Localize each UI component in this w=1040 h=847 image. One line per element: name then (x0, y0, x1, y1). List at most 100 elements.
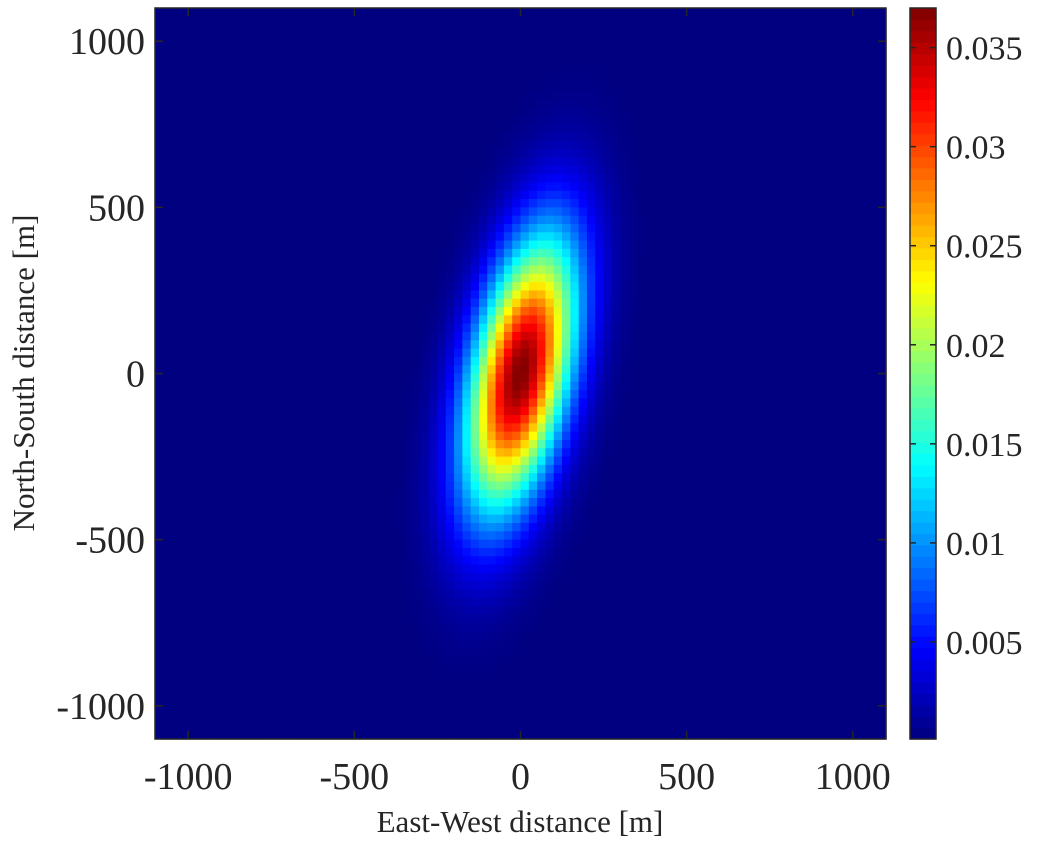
heatmap-cell (404, 49, 414, 59)
heatmap-cell (329, 523, 339, 532)
heatmap-cell (545, 473, 555, 483)
heatmap-cell (478, 531, 488, 541)
heatmap-cell (296, 572, 306, 582)
heatmap-cell (537, 597, 547, 607)
heatmap-cell (595, 257, 605, 267)
heatmap-cell (520, 697, 530, 707)
heatmap-cell (387, 174, 397, 184)
heatmap-cell (445, 340, 455, 350)
heatmap-cell (387, 597, 397, 607)
heatmap-cell (404, 16, 414, 26)
heatmap-cell (462, 473, 472, 483)
heatmap-cell (553, 323, 563, 333)
heatmap-cell (528, 74, 538, 84)
heatmap-cell (321, 356, 331, 366)
heatmap-cell (412, 639, 422, 649)
heatmap-cell (395, 606, 405, 615)
heatmap-cell (337, 49, 347, 59)
heatmap-cell (395, 149, 405, 159)
heatmap-cell (370, 331, 380, 341)
heatmap-cell (155, 307, 164, 316)
heatmap-cell (578, 257, 588, 267)
heatmap-cell (545, 647, 555, 657)
heatmap-cell (445, 473, 455, 483)
heatmap-cell (321, 8, 331, 17)
heatmap-cell (512, 107, 522, 117)
heatmap-cell (246, 340, 256, 350)
heatmap-cell (611, 290, 621, 300)
heatmap-cell (437, 564, 447, 574)
heatmap-cell (395, 473, 405, 483)
heatmap-cell (437, 547, 447, 557)
heatmap-cell (296, 348, 306, 358)
heatmap-cell (171, 115, 181, 125)
heatmap-cell (171, 340, 181, 350)
heatmap-cell (586, 722, 596, 732)
heatmap-cell (404, 57, 414, 67)
heatmap-cell (196, 689, 206, 699)
heatmap-cell (520, 514, 530, 524)
heatmap-cell (287, 697, 297, 707)
heatmap-cell (362, 547, 372, 557)
heatmap-cell (171, 639, 181, 649)
heatmap-cell (246, 82, 256, 92)
heatmap-cell (395, 531, 405, 541)
heatmap-cell (354, 282, 364, 292)
heatmap-cell (611, 456, 621, 466)
heatmap-cell (495, 539, 505, 549)
heatmap-cell (238, 199, 247, 208)
heatmap-cell (445, 464, 455, 474)
heatmap-cell (163, 124, 173, 134)
heatmap-cell (537, 489, 547, 499)
heatmap-cell (196, 82, 206, 92)
heatmap-cell (279, 107, 289, 117)
heatmap-cell (246, 298, 256, 308)
heatmap-cell (196, 307, 206, 316)
heatmap-cell (445, 91, 455, 100)
heatmap-cell (595, 74, 605, 84)
heatmap-cell (238, 323, 247, 333)
heatmap-cell (171, 331, 181, 341)
heatmap-cell (279, 298, 289, 308)
heatmap-cell (370, 315, 380, 325)
heatmap-cell (495, 439, 505, 449)
heatmap-cell (188, 165, 198, 175)
heatmap-cell (321, 680, 331, 690)
heatmap-cell (387, 157, 397, 167)
heatmap-cell (553, 539, 563, 549)
heatmap-cell (262, 99, 272, 109)
heatmap-cell (312, 572, 322, 582)
heatmap-cell (354, 572, 364, 582)
heatmap-cell (262, 672, 272, 682)
heatmap-cell (379, 456, 389, 466)
heatmap-cell (454, 248, 463, 258)
heatmap-cell (221, 531, 231, 541)
heatmap-cell (279, 49, 289, 59)
heatmap-cell (329, 572, 339, 582)
heatmap-cell (520, 273, 530, 283)
heatmap-cell (296, 514, 306, 524)
heatmap-cell (262, 356, 272, 366)
heatmap-cell (562, 597, 571, 607)
heatmap-cell (279, 655, 289, 665)
heatmap-cell (221, 672, 231, 682)
heatmap-cell (429, 506, 439, 516)
heatmap-cell (478, 556, 488, 566)
heatmap-cell (213, 514, 223, 524)
heatmap-cell (188, 182, 198, 192)
heatmap-cell (296, 622, 306, 632)
heatmap-cell (470, 348, 480, 358)
heatmap-cell (553, 655, 563, 665)
heatmap-cell (254, 714, 264, 723)
heatmap-cell (204, 622, 214, 632)
heatmap-cell (155, 423, 164, 433)
heatmap-cell (578, 273, 588, 283)
heatmap-cell (462, 680, 472, 690)
heatmap-cell (611, 307, 621, 316)
heatmap-cell (188, 423, 198, 433)
heatmap-cell (312, 365, 322, 375)
heatmap-cell (545, 572, 555, 582)
heatmap-cell (321, 115, 331, 125)
heatmap-cell (271, 381, 281, 391)
heatmap-cell (370, 199, 380, 208)
